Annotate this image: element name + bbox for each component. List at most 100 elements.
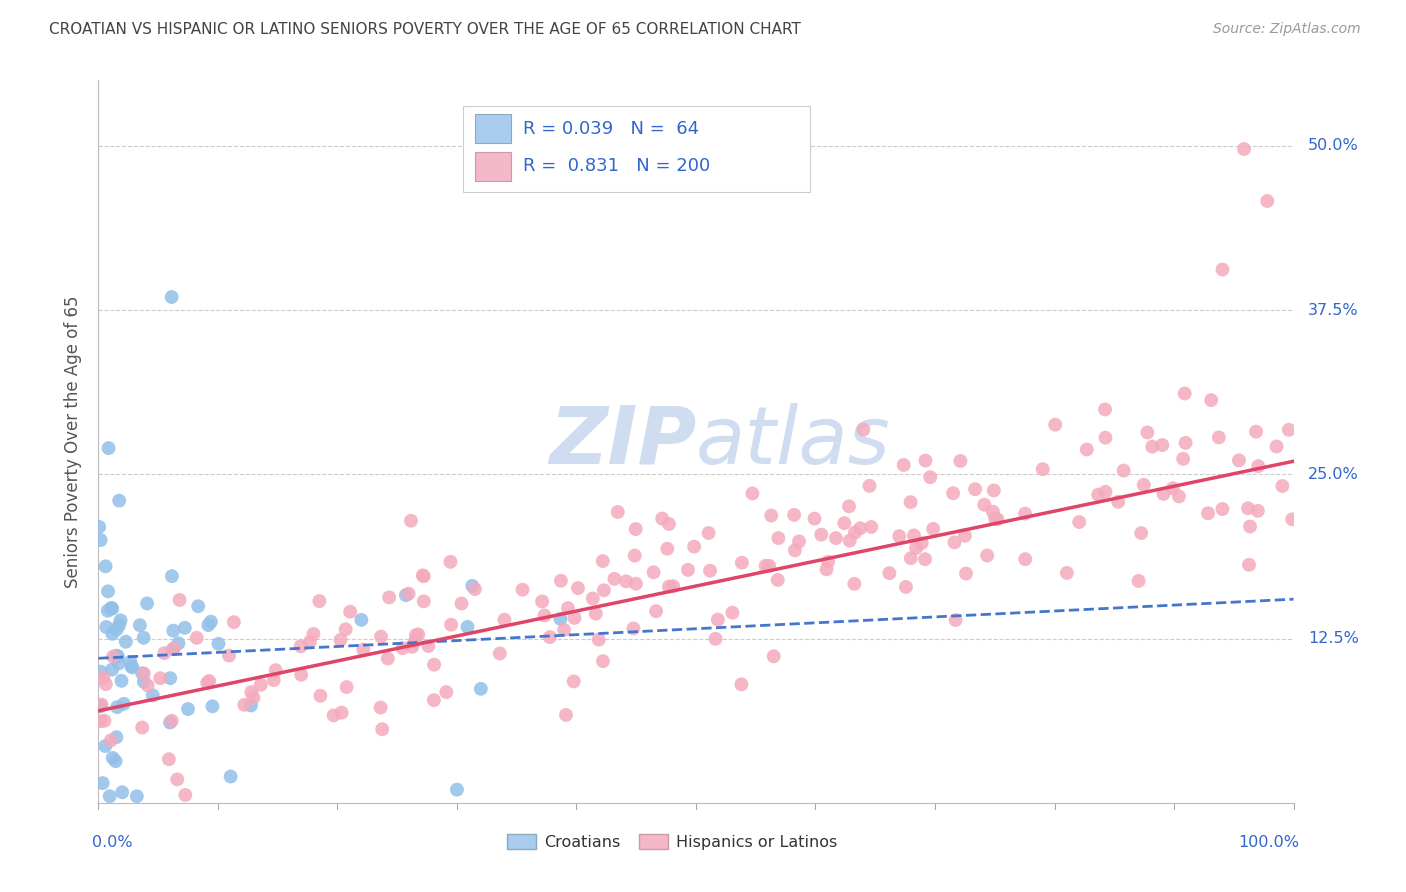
- Point: [94, 739, 117, 753]
- Point: [399, 514, 422, 528]
- Point: [488, 647, 510, 661]
- Point: [920, 470, 942, 484]
- Point: [562, 674, 585, 689]
- Point: [378, 591, 401, 605]
- Point: [984, 512, 1007, 526]
- Point: [761, 508, 783, 523]
- Point: [91, 776, 114, 790]
- Point: [1153, 487, 1175, 501]
- Point: [894, 580, 917, 594]
- Point: [108, 493, 131, 508]
- Point: [981, 505, 1004, 519]
- Point: [893, 458, 915, 472]
- Point: [401, 640, 423, 654]
- Point: [398, 587, 420, 601]
- Point: [588, 632, 610, 647]
- Point: [1094, 484, 1116, 499]
- FancyBboxPatch shape: [463, 105, 810, 193]
- Point: [986, 512, 1008, 526]
- Point: [100, 600, 122, 615]
- Point: [903, 528, 925, 542]
- Point: [810, 527, 832, 541]
- FancyBboxPatch shape: [475, 152, 510, 181]
- Point: [914, 552, 936, 566]
- Point: [614, 574, 637, 589]
- Point: [96, 620, 118, 634]
- Point: [1014, 507, 1036, 521]
- Point: [730, 677, 752, 691]
- Point: [219, 770, 242, 784]
- Point: [582, 591, 605, 606]
- Point: [187, 599, 209, 614]
- Point: [350, 613, 373, 627]
- Point: [90, 698, 112, 712]
- Point: [1227, 453, 1250, 467]
- Point: [1174, 386, 1197, 401]
- Point: [90, 714, 112, 729]
- Text: atlas: atlas: [696, 402, 891, 481]
- Point: [110, 613, 132, 627]
- Point: [624, 576, 647, 591]
- Point: [550, 574, 572, 588]
- Point: [976, 549, 998, 563]
- Point: [90, 533, 112, 547]
- Point: [162, 642, 184, 657]
- Point: [803, 511, 825, 525]
- Point: [911, 536, 934, 550]
- Point: [593, 583, 616, 598]
- Point: [1128, 574, 1150, 588]
- Point: [844, 525, 866, 540]
- Point: [100, 733, 122, 747]
- Point: [651, 511, 673, 525]
- Point: [557, 601, 579, 615]
- Point: [817, 555, 839, 569]
- Point: [741, 486, 763, 500]
- Point: [1197, 506, 1219, 520]
- Point: [550, 612, 572, 626]
- Point: [186, 631, 208, 645]
- Text: 37.5%: 37.5%: [1308, 302, 1358, 318]
- Point: [136, 678, 159, 692]
- Point: [1237, 558, 1260, 572]
- Point: [758, 558, 780, 573]
- Point: [657, 541, 679, 556]
- Point: [132, 674, 155, 689]
- Point: [953, 529, 976, 543]
- Point: [160, 290, 183, 304]
- Point: [457, 620, 479, 634]
- Point: [1056, 566, 1078, 580]
- Point: [336, 680, 359, 694]
- Point: [298, 635, 321, 649]
- Point: [112, 697, 135, 711]
- Point: [1233, 142, 1256, 156]
- Point: [166, 772, 188, 787]
- Point: [973, 498, 995, 512]
- Point: [200, 615, 222, 629]
- Point: [371, 723, 394, 737]
- Point: [1076, 442, 1098, 457]
- Point: [755, 558, 778, 573]
- Point: [195, 675, 218, 690]
- Point: [121, 660, 143, 674]
- Point: [149, 671, 172, 685]
- Point: [676, 563, 699, 577]
- Point: [955, 566, 977, 581]
- Point: [905, 541, 928, 555]
- Point: [434, 685, 457, 699]
- Point: [623, 549, 645, 563]
- Point: [105, 648, 128, 663]
- Point: [104, 754, 127, 768]
- Point: [658, 580, 681, 594]
- Point: [264, 663, 287, 677]
- Point: [844, 576, 866, 591]
- Point: [731, 556, 754, 570]
- Point: [105, 730, 128, 744]
- Point: [1069, 515, 1091, 529]
- Point: [838, 500, 860, 514]
- Point: [900, 495, 922, 509]
- Point: [218, 648, 240, 663]
- Point: [553, 623, 575, 637]
- Point: [1112, 464, 1135, 478]
- Point: [965, 482, 987, 496]
- Point: [93, 714, 115, 728]
